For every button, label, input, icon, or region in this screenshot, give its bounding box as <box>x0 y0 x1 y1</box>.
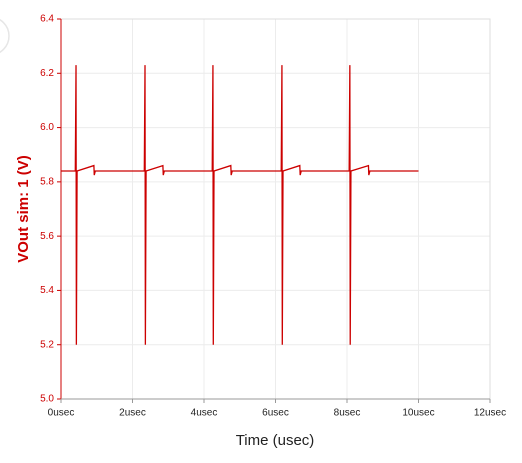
y-tick-label: 5.6 <box>40 231 54 242</box>
x-tick-label: 6usec <box>262 408 289 419</box>
y-tick-label: 5.4 <box>40 285 54 296</box>
x-tick-label: 10usec <box>402 408 434 419</box>
x-tick-label: 8usec <box>334 408 361 419</box>
voltage-line <box>61 65 419 345</box>
grid <box>60 18 491 400</box>
x-tick-label: 4usec <box>191 408 218 419</box>
y-tick-label: 6.0 <box>40 122 54 133</box>
x-tick-label: 0usec <box>48 408 75 419</box>
x-tick-label: 2usec <box>119 408 146 419</box>
y-tick-label: 5.8 <box>40 176 54 187</box>
y-tick-label: 6.2 <box>40 68 54 79</box>
y-axis-title: VOut sim: 1 (V) <box>15 155 32 263</box>
x-tick-label: 12usec <box>474 408 506 419</box>
y-tick-label: 6.4 <box>40 14 54 25</box>
y-tick-label: 5.2 <box>40 339 54 350</box>
x-axis-title: Time (usec) <box>236 432 315 449</box>
y-tick-label: 5.0 <box>40 394 54 405</box>
panel-toggle[interactable] <box>0 17 10 55</box>
